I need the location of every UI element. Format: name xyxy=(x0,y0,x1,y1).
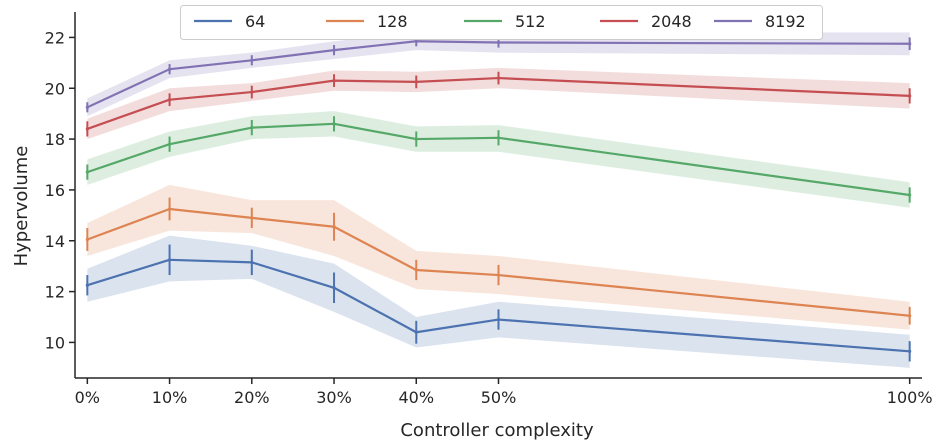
x-tick-label: 20% xyxy=(234,388,270,407)
data-point-512 xyxy=(167,142,172,146)
data-point-512 xyxy=(496,136,501,140)
data-point-64 xyxy=(167,258,172,262)
data-point-512 xyxy=(332,122,336,126)
data-point-128 xyxy=(908,314,912,318)
legend-label-8192: 8192 xyxy=(765,12,806,31)
series-lines xyxy=(85,36,912,362)
ci-band-8192 xyxy=(87,32,910,117)
x-tick-label: 0% xyxy=(75,388,100,407)
x-tick-label: 10% xyxy=(152,388,188,407)
data-point-8192 xyxy=(250,58,254,62)
data-point-8192 xyxy=(167,67,172,71)
data-point-64 xyxy=(85,283,89,287)
x-tick-label: 100% xyxy=(887,388,933,407)
y-tick-label: 10 xyxy=(45,333,65,352)
data-point-2048 xyxy=(496,76,501,80)
data-point-128 xyxy=(414,268,418,272)
data-point-2048 xyxy=(332,79,336,83)
data-point-128 xyxy=(85,237,89,242)
legend: 64 128 512 2048 8192 xyxy=(180,5,823,40)
data-point-512 xyxy=(250,126,254,130)
data-point-2048 xyxy=(908,94,912,98)
data-point-2048 xyxy=(414,80,418,84)
y-axis-title: Hypervolume xyxy=(11,146,32,267)
legend-frame xyxy=(180,5,823,40)
y-tick-label: 16 xyxy=(45,181,65,200)
data-point-2048 xyxy=(250,90,254,94)
legend-label-2048: 2048 xyxy=(651,12,692,31)
data-point-512 xyxy=(414,137,418,141)
data-point-2048 xyxy=(167,98,172,102)
ci-band-512 xyxy=(87,111,910,208)
y-tick-label: 14 xyxy=(45,232,65,251)
data-point-64 xyxy=(332,286,336,290)
data-point-512 xyxy=(85,170,89,174)
legend-label-64: 64 xyxy=(245,12,265,31)
data-point-8192 xyxy=(332,48,336,52)
data-point-8192 xyxy=(496,40,501,45)
legend-label-512: 512 xyxy=(515,12,546,31)
data-point-8192 xyxy=(414,39,418,43)
data-point-512 xyxy=(908,193,912,197)
data-point-128 xyxy=(167,207,172,211)
y-tick-label: 20 xyxy=(45,79,65,98)
y-tick-label: 18 xyxy=(45,130,65,149)
data-point-64 xyxy=(496,317,501,322)
x-tick-label: 40% xyxy=(398,388,434,407)
data-point-64 xyxy=(414,330,418,334)
ci-band-128 xyxy=(87,184,910,330)
data-point-8192 xyxy=(85,105,89,109)
y-tick-label: 12 xyxy=(45,283,65,302)
data-point-64 xyxy=(250,260,254,264)
data-point-8192 xyxy=(908,42,912,46)
y-tick-label: 22 xyxy=(45,28,65,47)
data-point-128 xyxy=(250,216,254,220)
data-point-64 xyxy=(908,349,912,353)
data-point-128 xyxy=(496,273,501,277)
x-axis-title: Controller complexity xyxy=(400,420,594,441)
legend-label-128: 128 xyxy=(377,12,408,31)
data-point-2048 xyxy=(85,127,89,131)
x-tick-label: 50% xyxy=(481,388,517,407)
x-tick-label: 30% xyxy=(316,388,352,407)
data-point-128 xyxy=(332,225,336,229)
axes: 10 12 14 16 18 20 22 0% 10% 20% 30% 40% 50% 100% xyxy=(45,12,933,407)
